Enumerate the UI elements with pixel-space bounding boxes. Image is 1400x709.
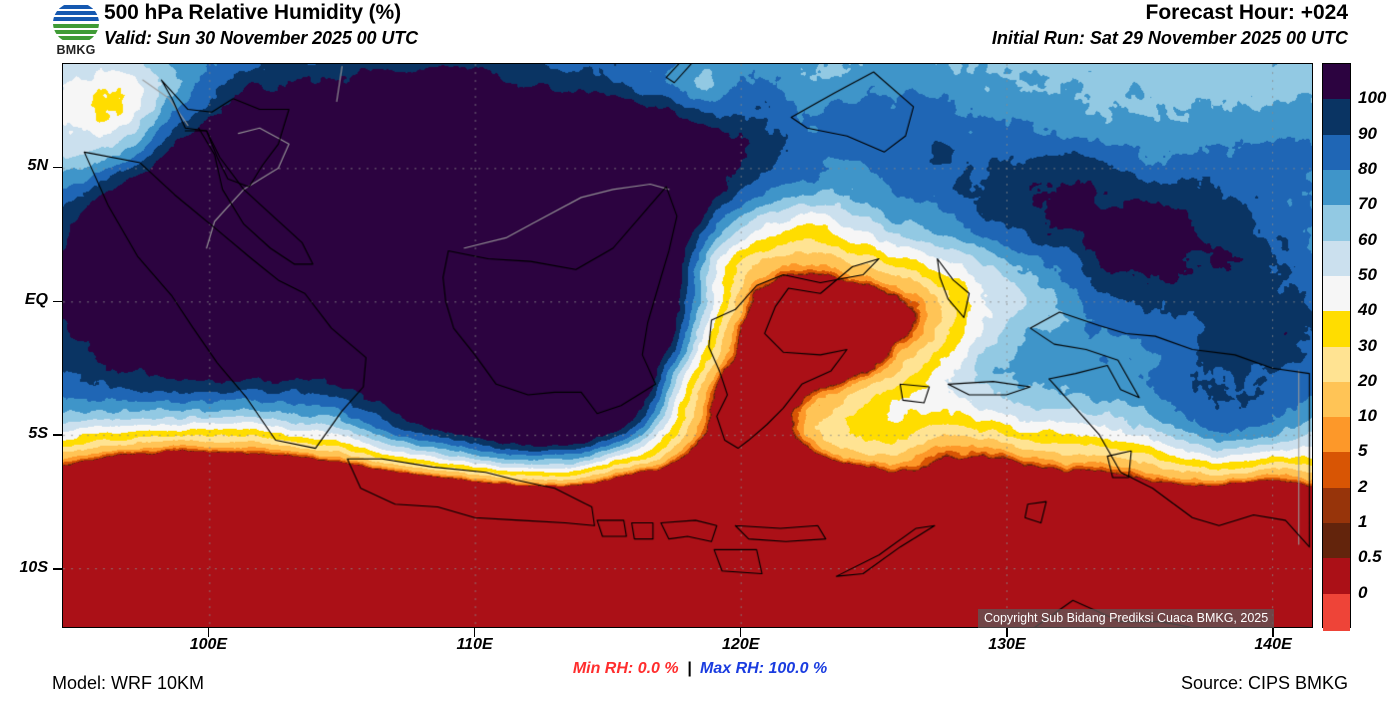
lat-tick: [53, 434, 62, 436]
colorbar-tick-label: 20: [1358, 370, 1377, 390]
colorbar-band-extend-low: [1323, 593, 1350, 631]
colorbar-band: [1323, 169, 1350, 206]
forecast-hour: Forecast Hour: +024: [1145, 1, 1349, 24]
colorbar-tick-label: 40: [1358, 300, 1377, 320]
lat-label: EQ: [24, 291, 48, 309]
colorbar-band: [1323, 346, 1350, 383]
page-title: 500 hPa Relative Humidity (%): [104, 1, 402, 24]
colorbar-tick-label: 60: [1358, 229, 1377, 249]
colorbar-band: [1323, 205, 1350, 242]
colorbar-tick-label: 80: [1358, 158, 1377, 178]
lon-label: 110E: [456, 636, 493, 653]
colorbar-tick-label: 50: [1358, 264, 1377, 284]
colorbar-tick-label: 90: [1358, 123, 1377, 143]
colorbar-band: [1323, 452, 1350, 489]
lon-tick: [739, 628, 742, 637]
colorbar-band: [1323, 523, 1350, 559]
humidity-field-canvas: [63, 64, 1312, 627]
lat-label: 5N: [27, 157, 48, 175]
initial-run: Initial Run: Sat 29 November 2025 00 UTC: [991, 28, 1348, 48]
colorbar-tick-label: 10: [1358, 406, 1377, 426]
min-rh-value: Min RH: 0.0 %: [572, 660, 679, 677]
copyright-watermark: Copyright Sub Bidang Prediksi Cuaca BMKG…: [978, 609, 1275, 628]
humidity-map[interactable]: [62, 63, 1313, 628]
colorbar-band: [1323, 64, 1350, 100]
colorbar-band: [1323, 558, 1350, 595]
minmax-separator: |: [687, 660, 692, 677]
colorbar-tick-label: 1: [1358, 512, 1368, 532]
lon-tick: [1006, 628, 1008, 637]
lon-label: 120E: [722, 636, 760, 653]
bmkg-logo-disc: [53, 2, 99, 44]
colorbar-band: [1323, 134, 1350, 171]
lon-label: 130E: [988, 636, 1026, 653]
header: BMKG 500 hPa Relative Humidity (%) Valid…: [0, 0, 1400, 63]
colorbar-band: [1323, 417, 1350, 454]
bmkg-logo: BMKG: [47, 2, 105, 58]
colorbar-band: [1323, 240, 1350, 277]
lat-tick: [53, 300, 62, 303]
minmax-readout: Min RH: 0.0 % | Max RH: 100.0 %: [0, 660, 1400, 678]
colorbar-tick-label: 5: [1358, 441, 1368, 461]
lon-label: 140E: [1254, 636, 1292, 653]
model-label: Model: WRF 10KM: [52, 673, 205, 693]
lon-tick: [473, 628, 476, 637]
colorbar-tick-label: 2: [1358, 476, 1368, 496]
colorbar-tick-label: 30: [1358, 335, 1377, 355]
colorbar: [1322, 63, 1351, 631]
colorbar-band: [1323, 381, 1350, 418]
lon-tick: [1272, 628, 1274, 637]
lat-tick: [53, 568, 62, 570]
source-label: Source: CIPS BMKG: [1180, 673, 1348, 693]
lat-label: 5S: [28, 425, 48, 443]
colorbar-band: [1323, 99, 1350, 136]
colorbar-tick-label: 100: [1358, 88, 1387, 108]
lon-label: 100E: [189, 636, 228, 653]
bmkg-logo-label: BMKG: [56, 43, 96, 57]
colorbar-tick-label: 0.5: [1358, 547, 1382, 567]
lon-tick: [207, 628, 210, 637]
lat-label: 10S: [19, 559, 48, 577]
max-rh-value: Max RH: 100.0 %: [700, 660, 828, 677]
colorbar-tick-label: 0: [1358, 582, 1368, 602]
colorbar-band: [1323, 311, 1350, 348]
lat-tick: [53, 166, 62, 169]
colorbar-band: [1323, 487, 1350, 524]
colorbar-band: [1323, 275, 1350, 312]
colorbar-tick-label: 70: [1358, 194, 1377, 214]
valid-time: Valid: Sun 30 November 2025 00 UTC: [104, 28, 419, 48]
